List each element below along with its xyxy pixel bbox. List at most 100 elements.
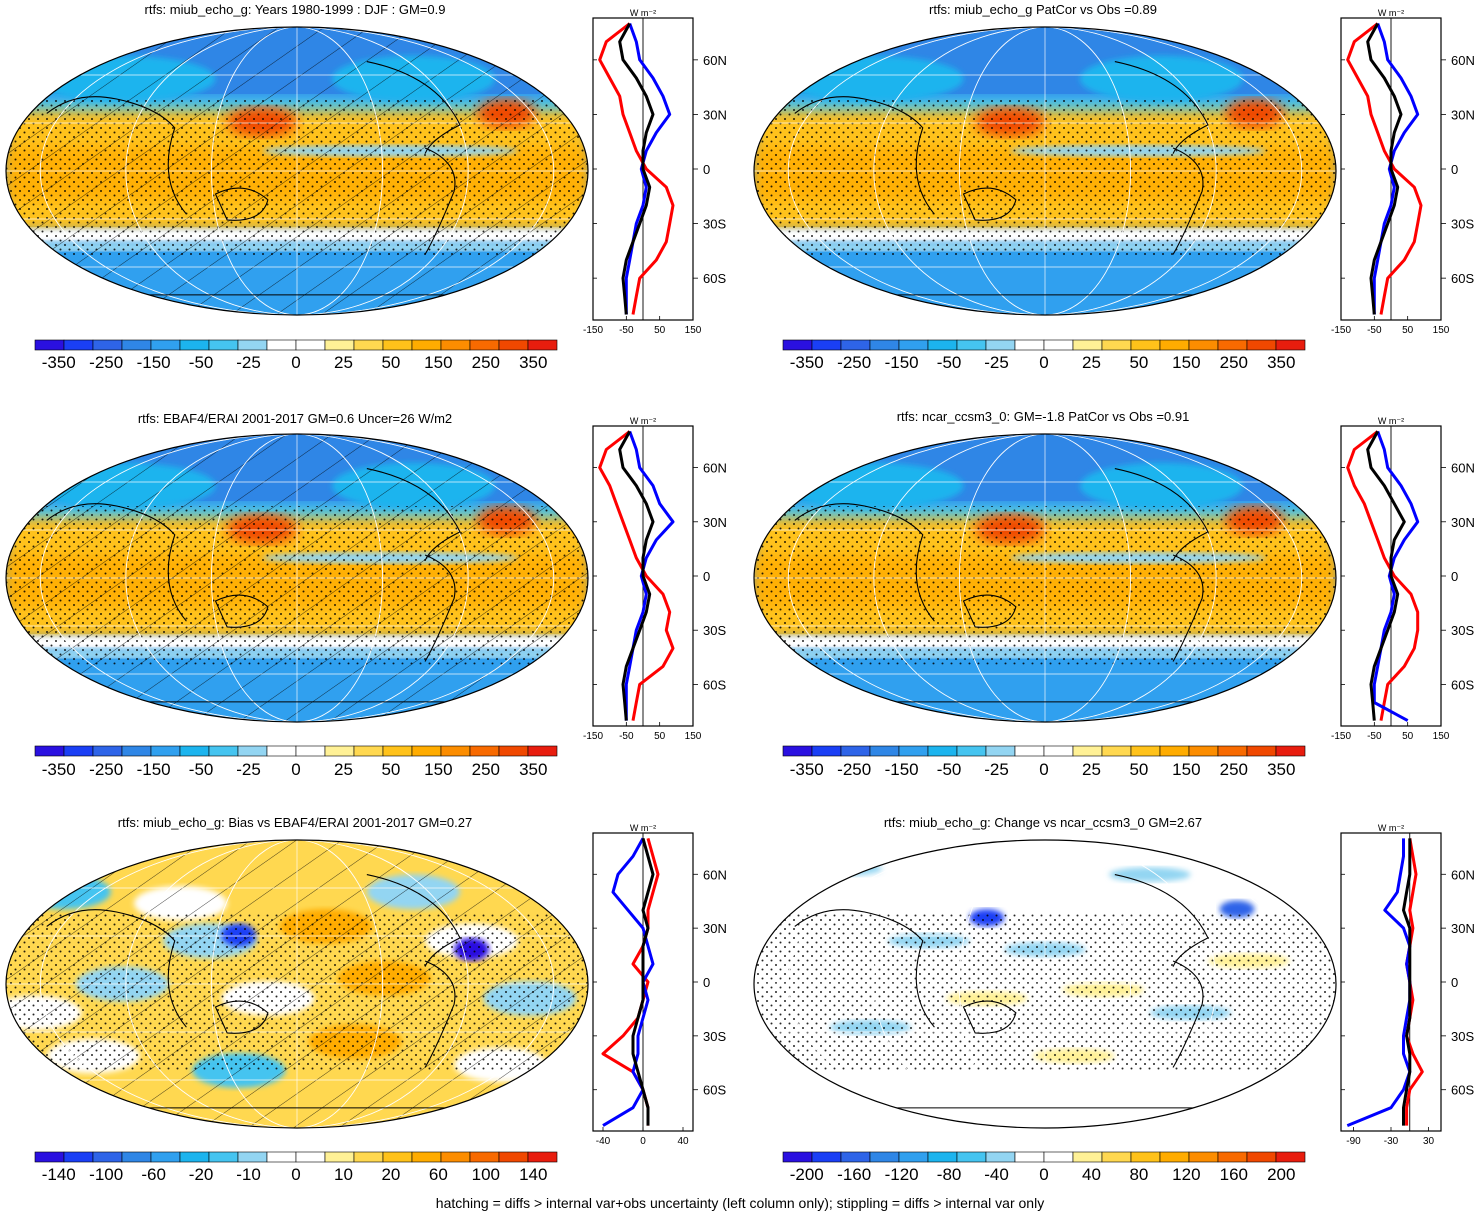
colorbar-swatch xyxy=(353,745,384,757)
colorbar-swatch xyxy=(1043,339,1074,351)
profile-xtick-label: 40 xyxy=(677,1136,689,1147)
colorbar-label: -25 xyxy=(984,353,1009,372)
colorbar-swatch xyxy=(840,1151,871,1163)
colorbar-swatch xyxy=(1130,1151,1161,1163)
colorbar-label: -150 xyxy=(885,760,919,779)
colorbar-swatch xyxy=(927,745,958,757)
colorbar-label: 150 xyxy=(1172,760,1200,779)
lat-tick-label: 60S xyxy=(1451,1083,1474,1098)
colorbar-label: 350 xyxy=(519,353,547,372)
profile-xtick-label: 150 xyxy=(685,325,702,336)
colorbar-swatch xyxy=(179,1151,210,1163)
colorbar-swatch xyxy=(956,745,987,757)
colorbar-swatch xyxy=(498,1151,529,1163)
colorbar-swatch xyxy=(811,1151,842,1163)
colorbar-swatch xyxy=(1217,339,1248,351)
profile-xtick-label: 30 xyxy=(1423,1136,1435,1147)
profile-series-black xyxy=(1402,838,1412,1126)
colorbar-swatch xyxy=(353,339,384,351)
colorbar-swatch xyxy=(1101,339,1132,351)
profile-xtick-label: -40 xyxy=(596,1136,611,1147)
profile-unit: W m⁻² xyxy=(630,823,656,833)
colorbar-label: -250 xyxy=(837,353,871,372)
profile-xtick-label: -50 xyxy=(619,325,634,336)
lat-tick-label: 30N xyxy=(1451,921,1475,936)
colorbar-swatch xyxy=(411,1151,442,1163)
colorbar-label: -250 xyxy=(89,353,123,372)
lat-tick-label: 0 xyxy=(703,569,710,584)
profile-xtick-label: -150 xyxy=(583,325,603,336)
colorbar-label: 50 xyxy=(381,353,400,372)
zonal-profile-4: W m⁻² -150 -50 50 150 60N 30N 0 30S 60S xyxy=(1331,416,1475,742)
lat-tick-label: 30S xyxy=(1451,217,1474,232)
colorbar-label: 20 xyxy=(381,1165,400,1184)
colorbar-swatch xyxy=(1188,339,1219,351)
map-outline xyxy=(753,26,1337,316)
colorbar-label: 0 xyxy=(1039,1165,1048,1184)
colorbar-swatch xyxy=(898,339,929,351)
lat-tick-label: 30S xyxy=(703,217,726,232)
colorbar-swatch xyxy=(469,745,500,757)
colorbar-swatch xyxy=(469,339,500,351)
map-field xyxy=(754,27,1336,315)
colorbar-label: 60 xyxy=(429,1165,448,1184)
colorbar-swatch xyxy=(1043,1151,1074,1163)
colorbar-swatch xyxy=(150,339,181,351)
profile-xtick-label: 150 xyxy=(1433,731,1450,742)
colorbar-swatch xyxy=(1014,339,1045,351)
colorbar-swatch xyxy=(295,745,326,757)
colorbar-swatch xyxy=(1217,1151,1248,1163)
colorbar-swatch xyxy=(1101,1151,1132,1163)
footnote: hatching = diffs > internal var+obs unce… xyxy=(436,1195,1044,1211)
zonal-profile-2: W m⁻² -150 -50 50 150 60N 30N 0 30S 60S xyxy=(1331,8,1475,336)
map-outline xyxy=(5,26,589,316)
colorbar-swatch xyxy=(1072,339,1103,351)
profile-unit: W m⁻² xyxy=(1378,8,1404,18)
profile-xtick-label: -50 xyxy=(619,731,634,742)
colorbar-swatch xyxy=(121,1151,152,1163)
colorbar-label: 0 xyxy=(1039,353,1048,372)
map-panel-6 xyxy=(753,839,1337,1129)
colorbar-swatch xyxy=(382,745,413,757)
lat-tick-label: 0 xyxy=(703,975,710,990)
profile-xtick-label: 150 xyxy=(1433,325,1450,336)
map-outline xyxy=(5,839,589,1129)
profile-xtick-label: -50 xyxy=(1367,731,1382,742)
lat-tick-label: 0 xyxy=(1451,162,1458,177)
colorbar-label: 150 xyxy=(424,353,452,372)
colorbar-swatch xyxy=(469,1151,500,1163)
colorbar-swatch xyxy=(150,1151,181,1163)
colorbar-swatch xyxy=(898,745,929,757)
colorbar-swatch xyxy=(1130,745,1161,757)
colorbar-label: -250 xyxy=(89,760,123,779)
colorbar-5: -140 -100 -60 -20 -10 0 10 20 60 100 140 xyxy=(34,1151,558,1184)
map-panel-3 xyxy=(5,433,589,723)
colorbar-swatch xyxy=(92,1151,123,1163)
lat-tick-label: 60N xyxy=(1451,53,1475,68)
colorbar-swatch xyxy=(1188,745,1219,757)
colorbar-swatch xyxy=(266,1151,297,1163)
lat-tick-label: 60N xyxy=(1451,867,1475,882)
profile-series-black xyxy=(1366,22,1403,315)
profile-series-black xyxy=(618,430,655,721)
colorbar-swatch xyxy=(295,339,326,351)
map-field xyxy=(754,840,1336,1128)
lat-tick-label: 60S xyxy=(703,271,726,286)
colorbar-swatch xyxy=(898,1151,929,1163)
colorbar-swatch xyxy=(208,745,239,757)
colorbar-swatch xyxy=(1275,745,1306,757)
profile-series-red xyxy=(1346,430,1420,721)
colorbar-swatch xyxy=(440,745,471,757)
colorbar-label: -50 xyxy=(189,760,214,779)
colorbar-swatch xyxy=(1246,339,1277,351)
colorbar-swatch xyxy=(927,339,958,351)
colorbar-label: -80 xyxy=(937,1165,962,1184)
colorbar-label: 25 xyxy=(1082,353,1101,372)
colorbar-label: -150 xyxy=(885,353,919,372)
map-outline xyxy=(5,433,589,723)
profile-frame xyxy=(1340,832,1442,1132)
profile-xtick-label: -150 xyxy=(1331,325,1351,336)
colorbar-label: 250 xyxy=(472,353,500,372)
lat-tick-label: 30N xyxy=(703,921,727,936)
